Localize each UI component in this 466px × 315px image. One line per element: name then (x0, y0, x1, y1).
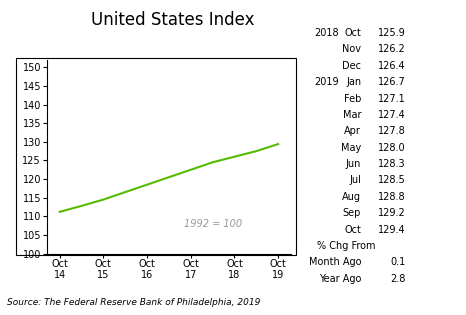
Text: 2019: 2019 (315, 77, 339, 87)
Text: Mar: Mar (343, 110, 361, 120)
Text: % Chg From: % Chg From (317, 241, 376, 251)
Text: Aug: Aug (342, 192, 361, 202)
Text: Sep: Sep (343, 208, 361, 218)
Text: Jun: Jun (346, 159, 361, 169)
Text: 0.1: 0.1 (390, 257, 405, 267)
Text: United States Index: United States Index (91, 11, 254, 29)
Text: 128.5: 128.5 (377, 175, 405, 186)
Text: 128.8: 128.8 (378, 192, 405, 202)
Text: 128.3: 128.3 (378, 159, 405, 169)
Text: Jul: Jul (350, 175, 361, 186)
Text: 126.4: 126.4 (378, 61, 405, 71)
Text: Year Ago: Year Ago (319, 274, 361, 284)
Text: Apr: Apr (344, 126, 361, 136)
Text: 129.4: 129.4 (378, 225, 405, 235)
Text: May: May (341, 143, 361, 153)
Text: 127.1: 127.1 (377, 94, 405, 104)
Text: 2018: 2018 (315, 28, 339, 38)
Text: 127.8: 127.8 (377, 126, 405, 136)
Text: 2.8: 2.8 (390, 274, 405, 284)
Text: 126.2: 126.2 (377, 44, 405, 54)
Text: 1992 = 100: 1992 = 100 (184, 219, 242, 229)
Text: 127.4: 127.4 (377, 110, 405, 120)
Text: Dec: Dec (342, 61, 361, 71)
Text: 125.9: 125.9 (377, 28, 405, 38)
Text: Nov: Nov (342, 44, 361, 54)
Text: Oct: Oct (344, 225, 361, 235)
Text: 126.7: 126.7 (377, 77, 405, 87)
Text: Month Ago: Month Ago (308, 257, 361, 267)
Text: Feb: Feb (344, 94, 361, 104)
Text: 128.0: 128.0 (378, 143, 405, 153)
Text: 129.2: 129.2 (377, 208, 405, 218)
Text: Jan: Jan (346, 77, 361, 87)
Text: Source: The Federal Reserve Bank of Philadelphia, 2019: Source: The Federal Reserve Bank of Phil… (7, 298, 260, 307)
Text: Oct: Oct (344, 28, 361, 38)
